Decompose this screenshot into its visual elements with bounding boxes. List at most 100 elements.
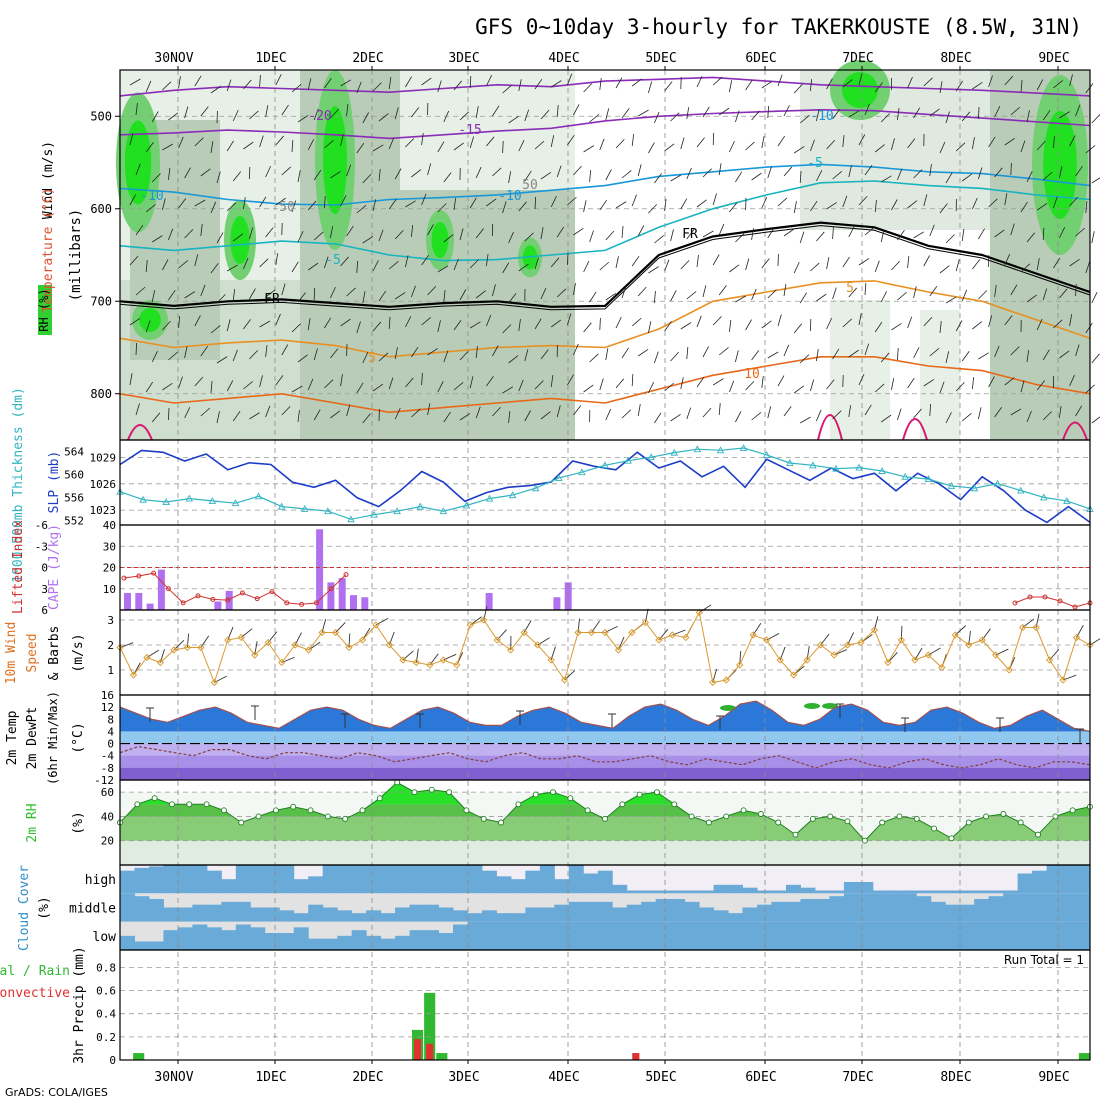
wind-barb <box>897 168 903 181</box>
wind-speed-marker <box>789 671 798 679</box>
wind-barb <box>1069 374 1075 387</box>
rh-marker <box>654 789 660 796</box>
temp-ytick-label: 12 <box>101 701 114 714</box>
wind-barb <box>573 104 580 116</box>
wind-speed-marker <box>978 636 986 644</box>
contour-label-5: -5 <box>325 253 341 268</box>
wind-barb <box>751 412 762 421</box>
wind-speed-marker <box>1032 623 1040 632</box>
wind-barb <box>226 264 238 272</box>
isotherm-15-1 <box>902 418 928 441</box>
wind-barb <box>362 173 372 184</box>
wind-barb <box>405 316 412 328</box>
wind-speed-marker <box>534 641 542 649</box>
isotherm-2 <box>119 163 1091 206</box>
wind-speed-marker <box>439 656 447 664</box>
thickness-ytick-label: 552 <box>64 514 84 527</box>
wind-barb <box>194 75 202 87</box>
date-label-bottom-7: 7DEC <box>842 1070 873 1085</box>
wind-barb <box>427 224 434 236</box>
wind-barb <box>469 75 472 89</box>
wind-barb <box>621 409 632 419</box>
wind-barb <box>799 292 807 304</box>
wind-speed-marker <box>1019 623 1027 632</box>
cloud-middle-bar <box>395 907 411 922</box>
wind-barb <box>573 283 576 296</box>
cloud-low-bar <box>134 941 150 950</box>
wind-speed-marker <box>655 636 663 644</box>
wind-barb <box>945 412 952 424</box>
isotherm-4 <box>119 221 1091 308</box>
thickness-ytick-label: 564 <box>64 445 84 458</box>
precip-ytick-label: 0.6 <box>96 985 116 998</box>
wind-barb <box>459 413 471 421</box>
wind-speed-marker <box>507 646 515 654</box>
wind-barb <box>961 412 972 422</box>
wind-barb <box>1091 114 1100 124</box>
wind-barb <box>793 201 797 214</box>
cloud-low-bar <box>959 921 975 950</box>
wind-barb <box>340 318 351 327</box>
wind-barb <box>502 84 512 94</box>
wind-barb <box>761 258 770 269</box>
wind-barb <box>297 410 300 423</box>
wind-barb <box>978 407 982 420</box>
cloud-middle-bar <box>250 907 266 922</box>
wind-barb <box>696 255 699 268</box>
cloud-low-bar <box>1032 921 1048 950</box>
wind-barb <box>664 81 673 92</box>
lifted-marker <box>195 593 201 599</box>
wind-barb <box>372 383 384 392</box>
wind-barb <box>599 199 608 211</box>
wind-barb <box>615 201 627 209</box>
wind-barb <box>226 202 237 212</box>
cape-bar <box>157 569 165 610</box>
wind-barb <box>475 290 486 299</box>
frame-layer <box>115 66 1091 1064</box>
cloud-low-bar <box>120 935 135 950</box>
rh-marker <box>983 813 990 820</box>
wind-barb <box>842 256 850 268</box>
wind-barb <box>249 227 254 240</box>
wind-barb <box>216 356 228 364</box>
rh-marker <box>359 807 366 814</box>
cloud-high-bar <box>785 884 801 894</box>
date-label-top-0: 30NOV <box>154 51 193 66</box>
thickness-marker <box>993 479 1002 487</box>
wind-barb <box>729 140 735 153</box>
cloud-high-bar <box>467 865 483 894</box>
cloud-high-bar <box>539 865 555 894</box>
wind-barb <box>573 165 582 176</box>
cloud-high-bar <box>235 865 251 894</box>
wind-barb <box>443 290 446 303</box>
wind-speed-marker <box>951 631 959 639</box>
cloud-low-bar <box>250 927 266 950</box>
wind-barb <box>897 108 900 121</box>
cloud-low-bar <box>192 924 208 950</box>
wind-barb <box>848 405 852 418</box>
cloud-high-bar <box>279 865 295 894</box>
cloud-middle-bar <box>1075 893 1091 922</box>
cloud-middle-bar <box>380 913 396 922</box>
wind-barb <box>988 315 993 328</box>
wind-barb <box>929 108 940 117</box>
wind-barb <box>832 287 837 300</box>
wind-barb <box>718 107 730 116</box>
cloud-high-bar <box>525 870 541 894</box>
wind-barb <box>556 226 565 238</box>
wind-barb <box>362 236 374 244</box>
wind-speed-marker <box>830 651 838 659</box>
wind-barb <box>745 258 750 271</box>
lifted-ytick-label: 6 <box>41 604 48 617</box>
cloud-high-bar <box>858 882 874 894</box>
thickness-marker <box>393 507 401 515</box>
wind-speed-marker <box>183 643 191 652</box>
precip-ylabel: 3hr Precip (mm) <box>72 946 87 1063</box>
wind-barb <box>793 385 805 394</box>
wind-barb <box>1042 411 1052 421</box>
wind-barb <box>718 223 725 236</box>
lifted-marker <box>254 596 260 602</box>
cloud-middle-bar <box>684 901 700 922</box>
slp-ytick-label: 1029 <box>90 452 117 465</box>
date-label-bottom-2: 2DEC <box>352 1070 383 1085</box>
